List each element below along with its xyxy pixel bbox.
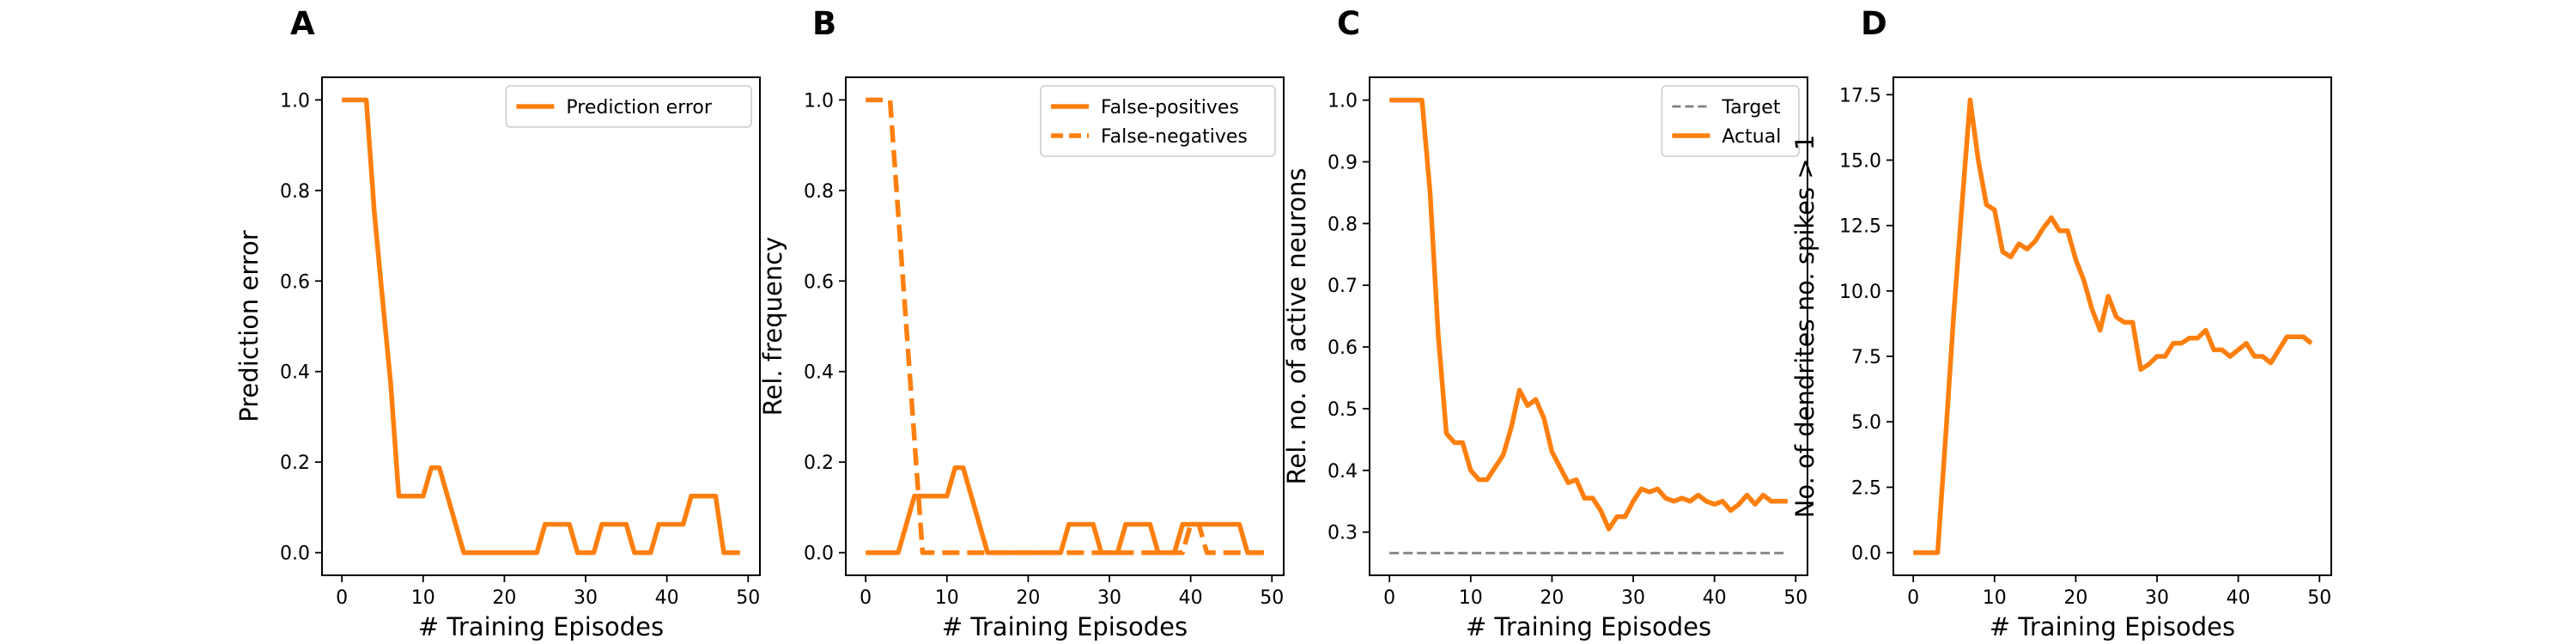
legend-box — [1040, 85, 1276, 157]
y-tick-label: 0.6 — [280, 271, 310, 293]
x-tick-label: 50 — [2307, 587, 2331, 609]
axes-frame — [1369, 76, 1808, 576]
x-axis-label: # Training Episodes — [418, 612, 664, 641]
legend-box — [1661, 85, 1800, 157]
y-tick-label: 1.0 — [804, 90, 834, 112]
series-lines — [866, 97, 1264, 556]
panel-letter: C — [1337, 5, 1360, 42]
y-tick-label: 0.8 — [804, 181, 834, 203]
y-axis-label: No. of dendrites no. spikes > 1 — [1790, 135, 1820, 519]
x-tick-label: 0 — [1383, 587, 1395, 609]
y-tick-label: 0.9 — [1327, 152, 1358, 173]
x-axis-label: # Training Episodes — [1466, 612, 1711, 641]
y-tick-label: 0.4 — [280, 362, 310, 384]
x-tick-label: 50 — [736, 587, 760, 609]
series-line-actual — [1389, 97, 1788, 532]
y-tick-label: 0.8 — [1327, 214, 1358, 235]
series-line-false-negatives — [866, 97, 1264, 556]
x-tick-label: 10 — [1459, 587, 1483, 609]
series-lines — [342, 97, 740, 556]
x-tick-label: 50 — [1260, 587, 1284, 609]
series-line-prediction-error — [342, 97, 740, 556]
y-tick-label: 0.3 — [1327, 523, 1358, 544]
legend-entry: Target — [1721, 97, 1780, 118]
series-line-main — [1913, 97, 2313, 556]
y-tick-label: 12.5 — [1839, 216, 1881, 238]
panel-D: D 0 10 20 30 40 50 0.0 2.5 5.0 7.5 10.0 12.5 15.0 17.5… — [1790, 5, 2332, 641]
legend-box — [505, 85, 752, 128]
panel-letter: D — [1861, 5, 1887, 42]
y-tick-label: 0.7 — [1327, 276, 1358, 297]
y-tick-label: 0.6 — [1327, 337, 1358, 359]
legend-entry: Prediction error — [566, 97, 712, 118]
y-tick-label: 10.0 — [1839, 282, 1881, 303]
y-tick-label: 0.8 — [280, 181, 310, 203]
x-tick-label: 20 — [492, 587, 516, 609]
y-tick-label: 0.6 — [804, 271, 834, 293]
x-tick-label: 10 — [935, 587, 959, 609]
x-tick-label: 50 — [1783, 587, 1807, 609]
y-tick-label: 1.0 — [280, 90, 310, 112]
y-tick-label: 0.0 — [1851, 544, 1881, 565]
x-tick-label: 30 — [574, 587, 598, 609]
x-tick-label: 40 — [1179, 587, 1203, 609]
axes-frame — [845, 76, 1285, 576]
x-tick-label: 10 — [1983, 587, 2007, 609]
x-tick-label: 0 — [860, 587, 872, 609]
x-tick-label: 20 — [2063, 587, 2087, 609]
y-tick-label: 5.0 — [1851, 412, 1881, 434]
y-tick-label: 0.0 — [280, 544, 310, 565]
y-axis-label: Rel. no. of active neurons — [1282, 168, 1311, 485]
series-line-false-positives — [866, 465, 1264, 556]
panel-C: C 0 10 20 30 40 50 0.3 0.4 0.5 0.6 0.7 0.8 0.9 1.0 # Tr… — [1282, 5, 1808, 641]
x-tick-label: 10 — [411, 587, 435, 609]
y-axis-label: Prediction error — [234, 230, 264, 422]
x-tick-label: 0 — [336, 587, 348, 609]
legend: Target Actual — [1661, 85, 1800, 157]
panel-B: B 0 10 20 30 40 50 0.0 0.2 0.4 0.6 0.8 1.0 # Training… — [758, 5, 1285, 641]
legend: False-positives False-negatives — [1040, 85, 1276, 157]
series-lines — [1389, 97, 1788, 555]
x-tick-label: 30 — [1097, 587, 1121, 609]
x-tick-label: 40 — [655, 587, 679, 609]
y-tick-label: 15.0 — [1839, 150, 1881, 172]
panel-A: A 0 10 20 30 40 50 0.0 0.2 0.4 0.6 0.8 1.0 # Training… — [234, 5, 761, 641]
axes-frame — [321, 76, 761, 576]
x-tick-label: 40 — [2227, 587, 2251, 609]
y-tick-label: 2.5 — [1851, 477, 1881, 499]
y-tick-label: 0.4 — [1327, 461, 1358, 483]
x-tick-label: 40 — [1703, 587, 1727, 609]
y-tick-label: 0.2 — [804, 453, 834, 474]
x-tick-label: 20 — [1540, 587, 1564, 609]
x-tick-label: 20 — [1016, 587, 1040, 609]
legend: Prediction error — [505, 85, 752, 128]
legend-entry: Actual — [1722, 126, 1781, 148]
x-axis-label: # Training Episodes — [1990, 612, 2235, 641]
y-tick-label: 0.5 — [1327, 399, 1358, 421]
y-tick-label: 7.5 — [1851, 347, 1881, 368]
x-tick-label: 30 — [1621, 587, 1645, 609]
y-axis-label: Rel. frequency — [758, 237, 787, 416]
y-tick-label: 1.0 — [1327, 91, 1358, 112]
y-tick-label: 0.2 — [280, 453, 310, 474]
x-tick-label: 30 — [2145, 587, 2169, 609]
y-tick-label: 0.0 — [804, 544, 834, 565]
legend-entry: False-positives — [1101, 97, 1239, 118]
panel-letter: A — [290, 5, 315, 42]
panel-letter: B — [812, 5, 836, 42]
x-axis-label: # Training Episodes — [942, 612, 1188, 641]
legend-entry: False-negatives — [1101, 126, 1248, 148]
x-tick-label: 0 — [1907, 587, 1919, 609]
y-tick-label: 0.4 — [804, 362, 834, 384]
series-lines — [1913, 97, 2313, 556]
y-tick-label: 17.5 — [1839, 85, 1881, 106]
axes-frame — [1893, 76, 2332, 576]
